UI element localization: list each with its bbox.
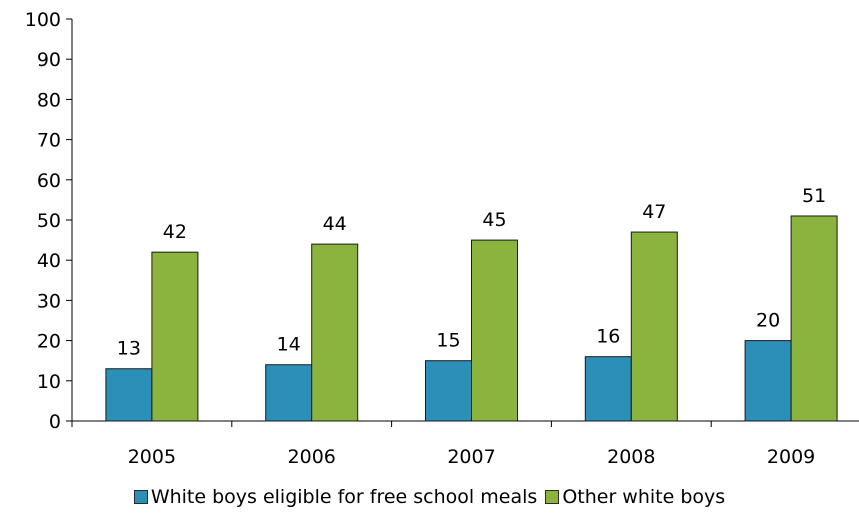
data-label-series-2: 44 — [323, 213, 347, 235]
x-tick-label: 2006 — [288, 446, 336, 468]
data-labels: 13 42 14 44 15 45 16 47 20 51 — [117, 185, 826, 360]
data-label-series-1: 14 — [277, 334, 301, 356]
data-label-series-1: 20 — [756, 310, 780, 332]
y-tick-label: 0 — [49, 411, 61, 433]
bar-series-1 — [584, 356, 632, 422]
y-axis: 0 10 20 30 40 50 60 70 80 90 100 — [25, 9, 73, 433]
y-tick-label: 80 — [37, 89, 61, 111]
x-axis: 2005 2006 2007 2008 2009 — [71, 420, 859, 468]
x-tick-label: 2008 — [607, 446, 655, 468]
data-label-series-1: 13 — [117, 338, 141, 360]
legend: White boys eligible for free school meal… — [0, 486, 859, 509]
bar-series-1 — [105, 368, 153, 422]
y-tick-label: 60 — [37, 170, 61, 192]
bar-series-2 — [471, 239, 518, 422]
legend-item-series-1: White boys eligible for free school meal… — [133, 486, 538, 508]
y-tick-label: 40 — [37, 250, 61, 272]
data-label-series-2: 47 — [642, 201, 666, 223]
bar-series-1 — [744, 340, 792, 422]
bar-series-1 — [265, 364, 313, 422]
data-label-series-2: 42 — [163, 221, 187, 243]
x-tick-label: 2009 — [767, 446, 815, 468]
bar-series-2 — [311, 243, 359, 422]
y-tick-label: 30 — [37, 290, 61, 312]
legend-swatch-series-2 — [545, 490, 560, 504]
y-tick-label: 90 — [37, 49, 61, 71]
data-label-series-2: 51 — [802, 185, 826, 207]
legend-label-series-2: Other white boys — [562, 486, 726, 508]
bars — [105, 215, 838, 422]
x-tick-label: 2005 — [128, 446, 176, 468]
bar-series-2 — [151, 251, 199, 422]
data-label-series-1: 15 — [436, 330, 460, 352]
legend-item-series-2: Other white boys — [545, 486, 725, 508]
bar-series-1 — [425, 360, 472, 422]
legend-swatch-series-1 — [133, 490, 148, 504]
x-tick-label: 2007 — [447, 446, 495, 468]
y-tick-label: 20 — [37, 331, 61, 353]
bar-series-2 — [630, 231, 678, 422]
data-label-series-1: 16 — [596, 326, 620, 348]
y-tick-label: 70 — [37, 130, 61, 152]
data-label-series-2: 45 — [482, 209, 506, 231]
bar-series-2 — [790, 215, 838, 422]
y-tick-label: 50 — [37, 210, 61, 232]
y-tick-label: 100 — [25, 9, 61, 31]
y-tick-label: 10 — [37, 371, 61, 393]
legend-label-series-1: White boys eligible for free school meal… — [150, 486, 538, 508]
